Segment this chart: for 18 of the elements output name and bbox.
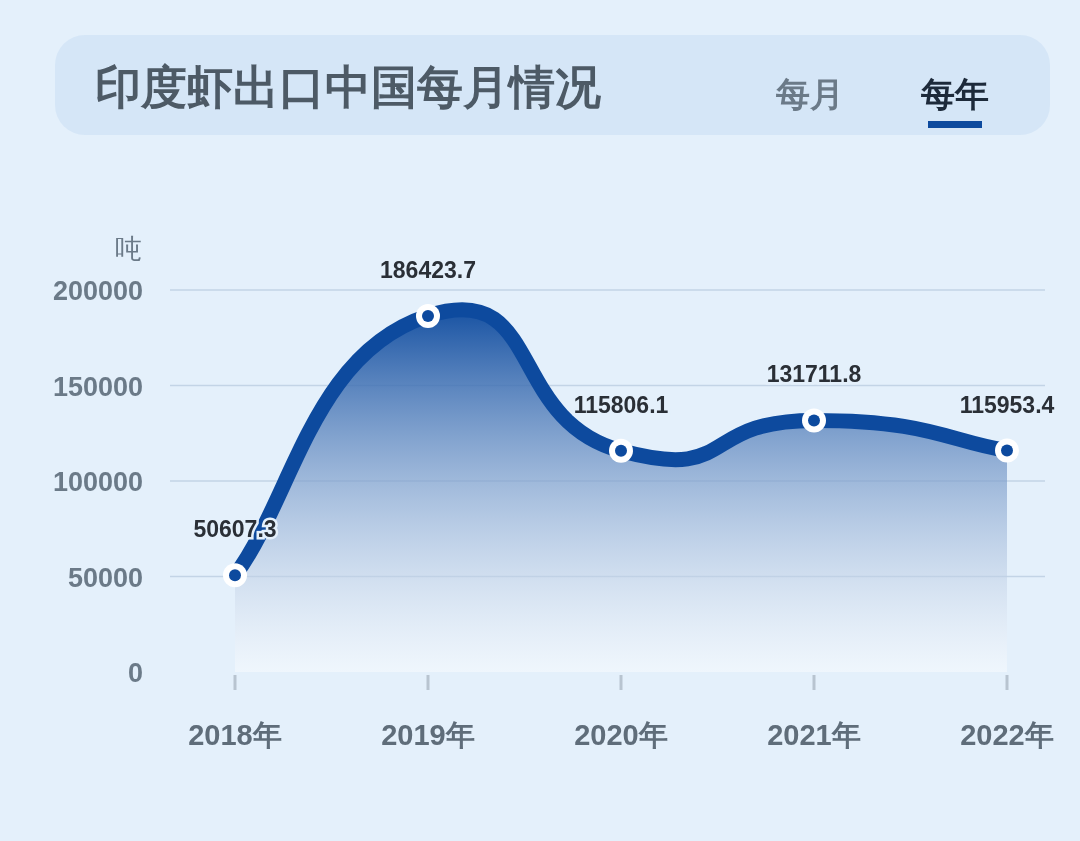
y-tick-label: 0 (127, 658, 143, 688)
data-label: 115806.1 (573, 391, 669, 418)
data-label: 115953.4 (959, 391, 1055, 418)
data-label: 186423.7 (380, 256, 476, 283)
y-tick-label: 100000 (52, 467, 143, 497)
y-axis-title: 吨 (114, 234, 142, 264)
data-label: 131711.8 (766, 361, 862, 388)
y-tick-label: 200000 (52, 276, 143, 306)
text: 每年 (920, 75, 989, 113)
x-tick-label: 2022年 (960, 719, 1054, 751)
x-tick-label: 2018年 (188, 719, 282, 751)
y-tick-label: 150000 (52, 371, 143, 402)
text: 每月 (775, 75, 844, 113)
x-tick-label: 2019年 (381, 719, 475, 751)
x-tick-label: 2021年 (767, 719, 861, 751)
x-tick-label: 2020年 (574, 719, 668, 751)
chart-title: 印度虾出口中国每月情况 (95, 61, 601, 113)
y-tick-label: 50000 (67, 562, 143, 593)
